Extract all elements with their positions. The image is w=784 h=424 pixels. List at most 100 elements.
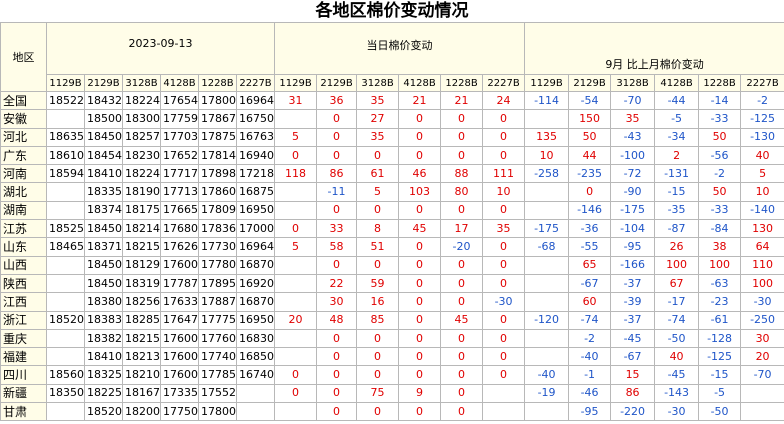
change-cell: -43 <box>610 127 656 147</box>
price-cell: 17814 <box>198 145 237 166</box>
price-cell: 17800 <box>198 402 237 422</box>
price-cell: 17887 <box>198 292 237 312</box>
column-code: 1228B <box>698 74 742 92</box>
change-cell: 0 <box>356 200 400 221</box>
change-cell: 103 <box>398 182 442 202</box>
change-cell: 75 <box>356 383 400 404</box>
change-cell: 0 <box>274 383 318 404</box>
price-cell: 16830 <box>235 328 276 349</box>
change-cell <box>524 292 570 312</box>
change-cell <box>274 328 318 349</box>
change-cell: -17 <box>654 292 700 312</box>
change-cell: -67 <box>610 347 656 367</box>
price-cell <box>46 109 85 129</box>
region-cell: 河南 <box>0 164 47 184</box>
price-cell: 18450 <box>84 219 123 239</box>
price-cell: 18520 <box>84 402 123 422</box>
change-cell: -30 <box>740 292 784 312</box>
change-cell: -235 <box>568 164 612 184</box>
change-cell: -61 <box>698 310 742 330</box>
group-header: 当日棉价变动 <box>274 22 526 75</box>
change-cell: 33 <box>316 219 358 239</box>
column-code: 1129B <box>524 74 570 92</box>
table-row: 福建 18410 18213 17600 17740 16850 0 0 0 0 0 -40 -67 40… <box>0 347 784 367</box>
region-cell: 新疆 <box>0 383 47 404</box>
change-cell: 0 <box>482 328 526 349</box>
table-row: 湖南 18374 18175 17665 17809 16950 0 0 0 0 0 -146 -175… <box>0 200 784 221</box>
price-cell: 17633 <box>160 292 199 312</box>
price-cell: 18335 <box>84 182 123 202</box>
change-cell: 0 <box>316 402 358 422</box>
change-cell: -19 <box>524 383 570 404</box>
change-cell: -5 <box>698 383 742 404</box>
change-cell: 10 <box>482 182 526 202</box>
change-cell: 20 <box>274 310 318 330</box>
price-cell <box>46 347 85 367</box>
price-cell: 18215 <box>122 237 161 257</box>
column-code: 4128B <box>160 74 199 92</box>
table-row: 全国 18522 18432 18224 17654 17800 16964 31 36 35 21… <box>0 90 784 111</box>
price-cell: 18520 <box>46 310 85 330</box>
change-cell: 16 <box>356 292 400 312</box>
price-cell: 16875 <box>235 182 276 202</box>
region-cell: 湖南 <box>0 200 47 221</box>
price-cell: 16950 <box>235 310 276 330</box>
change-cell: 0 <box>356 347 400 367</box>
price-cell: 17836 <box>198 219 237 239</box>
price-cell: 17665 <box>160 200 199 221</box>
price-cell: 18257 <box>122 127 161 147</box>
change-cell: 130 <box>740 219 784 239</box>
change-cell: 0 <box>482 237 526 257</box>
table-row: 新疆 18350 18225 18167 17335 17552 0 0 75 9 0 -19 -46 8… <box>0 383 784 404</box>
change-cell: -2 <box>568 328 612 349</box>
price-cell: 18213 <box>122 347 161 367</box>
price-cell: 17218 <box>235 164 276 184</box>
region-cell: 山西 <box>0 255 47 275</box>
price-cell: 17652 <box>160 145 199 166</box>
change-cell: 0 <box>440 145 484 166</box>
change-cell: 61 <box>356 164 400 184</box>
price-cell: 18410 <box>84 347 123 367</box>
change-cell: -23 <box>698 292 742 312</box>
change-cell: -220 <box>610 402 656 422</box>
change-cell: -50 <box>654 328 700 349</box>
column-code: 2129B <box>84 74 123 92</box>
change-cell: 0 <box>356 255 400 275</box>
change-cell: 100 <box>698 255 742 275</box>
price-cell: 17750 <box>160 402 199 422</box>
change-cell: 86 <box>610 383 656 404</box>
change-cell <box>524 402 570 422</box>
change-cell <box>482 383 526 404</box>
change-cell: 0 <box>398 237 442 257</box>
change-cell: -15 <box>654 182 700 202</box>
price-cell: 17898 <box>198 164 237 184</box>
price-cell: 17600 <box>160 365 199 385</box>
change-cell: 150 <box>568 109 612 129</box>
price-cell: 16940 <box>235 145 276 166</box>
change-cell: 17 <box>440 219 484 239</box>
price-cell: 18383 <box>84 310 123 330</box>
change-cell: 0 <box>440 292 484 312</box>
change-cell: -175 <box>610 200 656 221</box>
price-cell: 17759 <box>160 109 199 129</box>
change-cell: 0 <box>398 328 442 349</box>
change-cell <box>274 347 318 367</box>
price-cell: 18382 <box>84 328 123 349</box>
change-cell: 0 <box>398 200 442 221</box>
table-row: 河北 18635 18450 18257 17703 17875 16763 5 0 35 0 0 0 1… <box>0 127 784 147</box>
change-cell: 31 <box>274 90 318 111</box>
change-cell: 21 <box>440 90 484 111</box>
change-cell: -40 <box>524 365 570 385</box>
change-cell: 38 <box>698 237 742 257</box>
price-cell: 18214 <box>122 219 161 239</box>
column-code: 2129B <box>568 74 612 92</box>
change-cell: -36 <box>568 219 612 239</box>
price-cell: 18450 <box>84 127 123 147</box>
price-cell: 18454 <box>84 145 123 166</box>
change-cell: 15 <box>610 365 656 385</box>
region-cell: 甘肃 <box>0 402 47 422</box>
change-cell: -46 <box>568 383 612 404</box>
change-cell: -11 <box>316 182 358 202</box>
change-cell: 0 <box>568 182 612 202</box>
price-cell: 18285 <box>122 310 161 330</box>
